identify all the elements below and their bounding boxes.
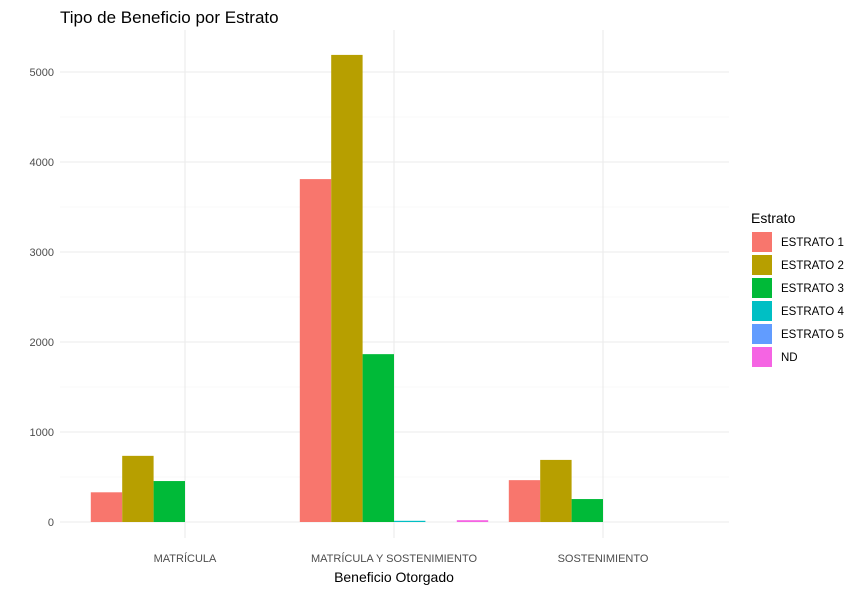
- x-axis-title: Beneficio Otorgado: [334, 569, 454, 585]
- legend-swatch: [752, 232, 772, 252]
- legend: Estrato ESTRATO 1 ESTRATO 2 ESTRATO 3 ESTRA…: [751, 210, 844, 367]
- bar: [331, 54, 363, 523]
- legend-title: Estrato: [751, 210, 796, 226]
- bar: [153, 481, 185, 522]
- y-tick-label: 0: [48, 517, 54, 529]
- bar: [571, 499, 603, 522]
- bar: [90, 492, 123, 522]
- x-tick-label: MATRÍCULA Y SOSTENIMIENTO: [311, 552, 477, 565]
- bar: [299, 179, 332, 522]
- legend-label: ESTRATO 2: [781, 260, 844, 272]
- legend-label: ND: [781, 352, 798, 364]
- bar: [508, 480, 541, 522]
- grid: [60, 30, 729, 538]
- bar: [456, 520, 489, 522]
- chart-title: Tipo de Beneficio por Estrato: [60, 8, 279, 27]
- y-axis-ticks: 0 1000 2000 3000 4000 5000: [30, 67, 54, 529]
- legend-swatch: [752, 347, 772, 367]
- x-axis-ticks: MATRÍCULA MATRÍCULA Y SOSTENIMIENTO SOSTEN…: [154, 552, 649, 565]
- x-tick-label: MATRÍCULA: [154, 552, 217, 565]
- bar: [394, 520, 426, 522]
- legend-label: ESTRATO 4: [781, 306, 844, 318]
- y-tick-label: 2000: [30, 337, 54, 349]
- y-tick-label: 1000: [30, 427, 54, 439]
- bar: [362, 354, 394, 522]
- legend-label: ESTRATO 1: [781, 237, 844, 249]
- y-tick-label: 4000: [30, 157, 54, 169]
- legend-swatch: [752, 301, 772, 321]
- legend-swatch: [752, 278, 772, 298]
- legend-label: ESTRATO 5: [781, 329, 844, 341]
- bar: [122, 455, 154, 522]
- bars: [90, 54, 603, 523]
- y-tick-label: 5000: [30, 67, 54, 79]
- y-tick-label: 3000: [30, 247, 54, 259]
- x-tick-label: SOSTENIMIENTO: [558, 553, 649, 565]
- legend-swatch: [752, 255, 772, 275]
- legend-swatch: [752, 324, 772, 344]
- bar: [540, 459, 572, 522]
- legend-label: ESTRATO 3: [781, 283, 844, 295]
